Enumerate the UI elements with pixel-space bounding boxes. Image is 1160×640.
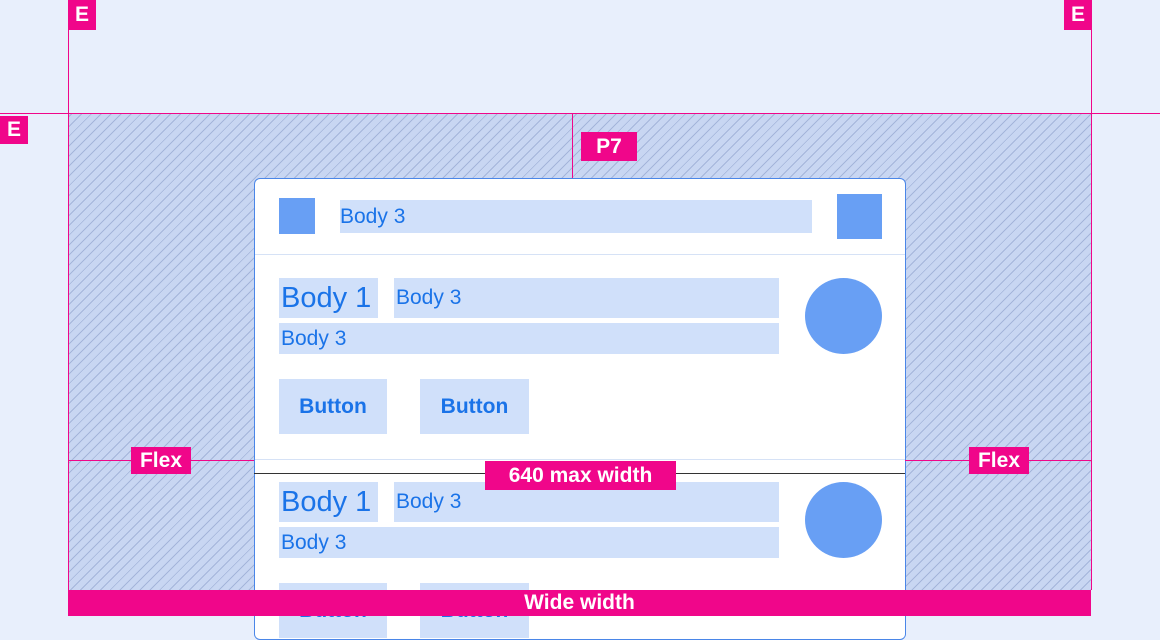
flex-label-left: Flex (131, 447, 191, 474)
header-title: Body 3 (340, 200, 812, 233)
button[interactable]: Button (279, 379, 387, 434)
leading-icon (279, 198, 315, 234)
row-title: Body 1 (279, 278, 378, 318)
max-width-label: 640 max width (485, 461, 676, 490)
flex-label-right: Flex (969, 447, 1029, 474)
edge-line-left (68, 0, 69, 616)
edge-label: E (0, 116, 28, 144)
pointer-icon (577, 143, 585, 151)
padding-line (572, 113, 573, 178)
button[interactable]: Button (420, 379, 529, 434)
edge-label: E (68, 0, 96, 30)
avatar (805, 278, 882, 354)
edge-label: E (1064, 0, 1092, 30)
row-body: Body 3 (279, 323, 779, 354)
avatar (805, 482, 882, 558)
row-body: Body 3 (279, 527, 779, 558)
action-icon[interactable] (837, 194, 882, 239)
card: Body 3 Body 1 Body 3 Body 3 Button Butto… (254, 178, 906, 640)
row-subtitle: Body 3 (394, 482, 779, 522)
wide-width-label: Wide width (68, 590, 1091, 616)
divider (255, 459, 905, 460)
row-subtitle: Body 3 (394, 278, 779, 318)
row-title: Body 1 (279, 482, 378, 522)
edge-line-right (1091, 0, 1092, 590)
divider (255, 254, 905, 255)
padding-label: P7 (581, 132, 637, 161)
edge-line-top (0, 113, 1160, 114)
